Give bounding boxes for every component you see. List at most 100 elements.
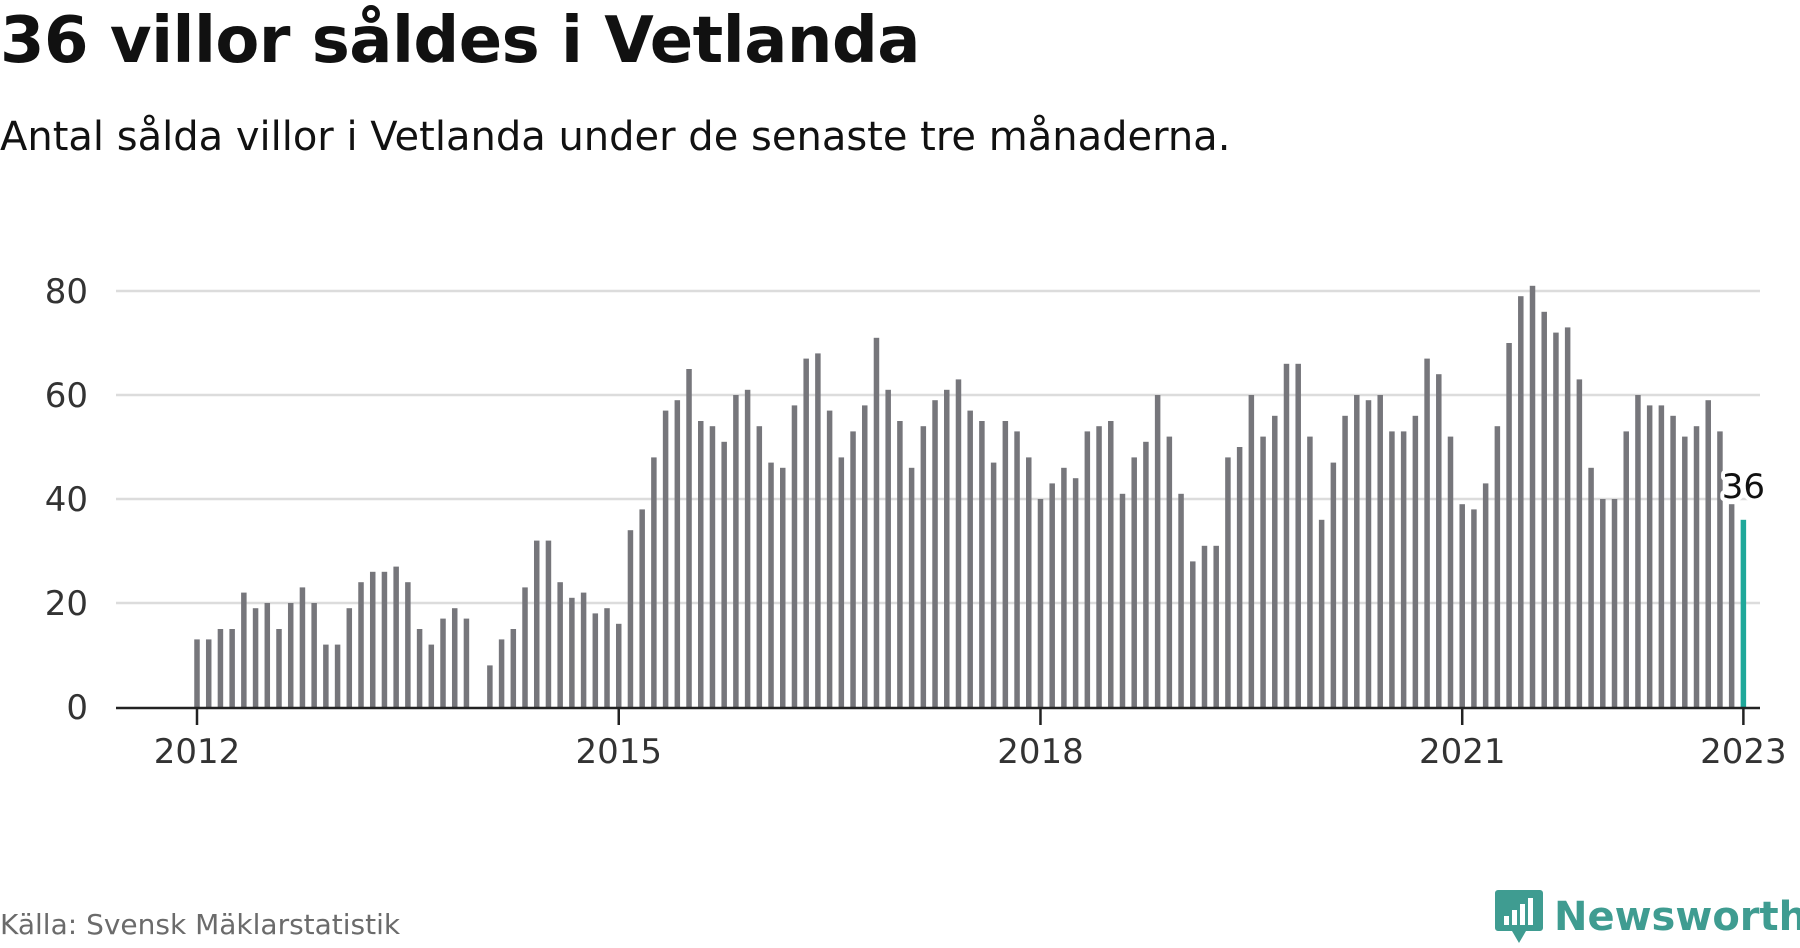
y-tick-label: 40 [45,480,88,520]
y-tick-label: 0 [66,688,88,728]
bar [1693,426,1700,707]
bar [1049,483,1055,707]
bar [1190,561,1196,707]
bar [1002,421,1009,707]
bar [1564,327,1571,707]
bar [756,426,763,707]
bar [381,571,388,707]
bar [463,618,470,707]
bar [791,405,798,707]
bar [780,467,786,707]
bar [733,395,739,707]
highlight-bar [1740,519,1747,707]
bar [897,421,903,707]
bar [1682,436,1688,707]
bar [967,410,973,707]
bar [1096,426,1102,707]
bar [662,410,669,707]
bar [1131,457,1137,707]
x-tick-label: 2018 [997,732,1084,772]
bar [768,462,774,707]
bar [744,389,751,707]
bar [334,644,341,707]
bar [1365,400,1372,707]
bar [1178,493,1184,707]
bar [1108,421,1114,707]
bar [1412,415,1419,707]
bar [1342,415,1348,707]
bar [955,379,962,707]
bar [205,639,212,707]
x-tick-label: 2023 [1700,732,1787,772]
y-tick-label: 20 [45,584,88,624]
bar [686,369,692,707]
bar [838,457,845,707]
bar [1377,395,1383,707]
bar [580,592,587,707]
bar [639,509,645,707]
bar [1119,493,1126,707]
bar [1482,483,1489,707]
bar [569,597,575,707]
bar [1330,462,1337,707]
bar [1295,363,1301,707]
bar [850,431,856,707]
bar [1611,499,1618,707]
bar [1400,431,1407,707]
bar [1623,431,1629,707]
bar [1061,467,1067,707]
bar [545,540,552,707]
bar [1728,504,1735,707]
bar [358,582,364,707]
bar [1518,296,1524,707]
bar [592,613,599,707]
bar-chart: 0 20 40 60 80 2012 2015 2018 2021 2023 36 [45,272,1787,772]
bar [311,603,317,707]
y-axis-ticks: 0 20 40 60 80 [45,272,88,728]
bar [1576,379,1583,707]
bar [440,618,446,707]
bar [721,441,727,707]
source-note: Källa: Svensk Mäklarstatistik [0,908,401,941]
chart-subtitle: Antal sålda villor i Vetlanda under de s… [0,114,1231,160]
bar [1424,358,1430,707]
brand-name: Newsworthy [1554,894,1800,940]
y-tick-label: 60 [45,376,88,416]
bar [393,566,399,707]
bar [369,571,376,707]
bar [674,400,681,707]
chart-title: 36 villor såldes i Vetlanda [0,4,920,78]
bar [1646,405,1653,707]
bar [1600,499,1606,707]
bar [908,467,915,707]
newsworthy-logo-icon [1495,890,1543,943]
bar [1354,395,1360,707]
bar [1307,436,1313,707]
bar [1541,311,1547,707]
bar [533,540,540,707]
bar [1705,400,1711,707]
bar [522,587,528,707]
bar [1225,457,1231,707]
bar [217,629,224,707]
bar [416,629,423,707]
bar [826,410,833,707]
bar [1154,395,1161,707]
bar [862,405,868,707]
bar [1553,332,1559,707]
x-tick-label: 2021 [1419,732,1506,772]
bar [1248,395,1255,707]
bar [1717,431,1723,707]
bar [1529,285,1536,707]
bar [405,582,411,707]
x-tick-label: 2012 [154,732,241,772]
bar [1670,415,1676,707]
bar [276,629,282,707]
bar [428,644,435,707]
bar [1084,431,1091,707]
bar [1389,431,1395,707]
bar [229,629,235,707]
bar [1658,405,1665,707]
bar [1236,447,1243,707]
bar [287,603,294,707]
